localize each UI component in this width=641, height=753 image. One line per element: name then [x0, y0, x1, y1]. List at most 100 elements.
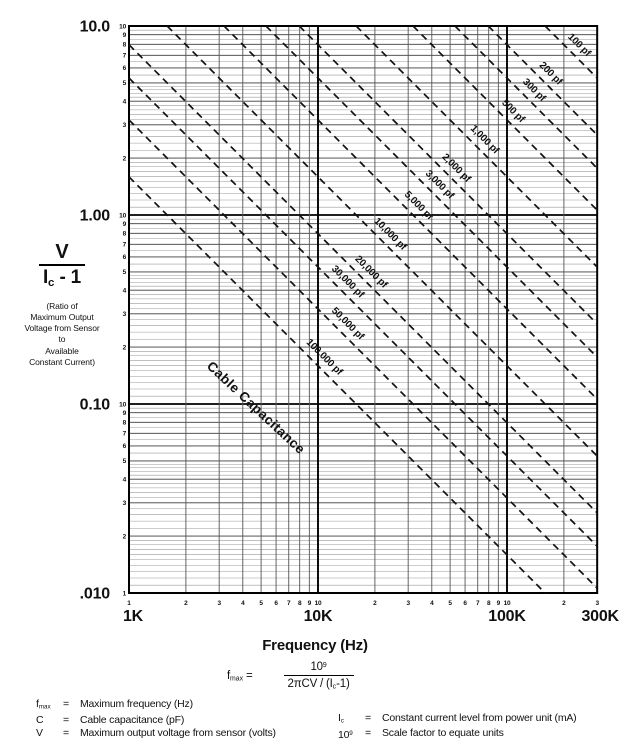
- y-minor-tick-label: 5: [123, 458, 127, 465]
- y-minor-tick-label: 6: [123, 65, 127, 72]
- formula-numerator: 109: [308, 661, 328, 675]
- y-axis-caption: (Ratio of Maximum Output Voltage from Se…: [16, 301, 108, 368]
- y-minor-tick-label: 2: [123, 533, 127, 540]
- legend-definition: Cable capacitance (pF): [80, 713, 185, 726]
- legend-term-base: I: [338, 711, 341, 724]
- legend-definition: Maximum frequency (Hz): [80, 698, 193, 710]
- x-minor-tick-label: 9: [308, 600, 312, 607]
- legend-term: C: [36, 714, 63, 727]
- y-axis-title-block: V Ic - 1 (Ratio of Maximum Output Voltag…: [16, 241, 108, 368]
- y-major-tick-label: 1.00: [80, 208, 111, 225]
- den-main: I: [42, 267, 49, 288]
- x-major-tick-label: 300K: [581, 608, 619, 625]
- capacitance-line-label: 3,000 pf: [423, 168, 457, 202]
- legend-equals: =: [63, 698, 69, 710]
- x-minor-tick-label: 6: [463, 600, 467, 607]
- x-minor-tick-label: 7: [287, 600, 291, 607]
- y-minor-tick-label: 4: [123, 99, 127, 106]
- y-minor-tick-label: 9: [123, 221, 127, 228]
- x-minor-tick-label: 9: [497, 600, 501, 607]
- x-minor-tick-label: 5: [259, 600, 263, 607]
- den-pre: 2πCV / (I: [287, 678, 333, 690]
- den-sub: c: [48, 276, 55, 289]
- fraction-bar: [39, 264, 85, 266]
- capacitance-line-label: 1,000 pf: [468, 123, 502, 157]
- x-minor-tick-label: 10: [504, 600, 511, 607]
- capacitance-line-label: 200 pf: [537, 60, 565, 88]
- capacitance-line-label: 50,000 pf: [329, 305, 366, 342]
- caption-line: Voltage from Sensor: [24, 323, 100, 334]
- formula-f-sub: max: [230, 675, 244, 683]
- capacitance-line-label: 500 pf: [499, 98, 527, 126]
- legend-term-base: f: [36, 698, 39, 710]
- num-exp: 9: [322, 661, 327, 669]
- legend-term-sub: c: [340, 717, 344, 725]
- x-major-tick-label: 10K: [304, 608, 333, 625]
- legend-term-base: 10: [338, 729, 350, 742]
- ratio-numerator: V: [55, 241, 69, 263]
- x-minor-tick-label: 2: [562, 600, 566, 607]
- legend-term-sup: 9: [349, 730, 353, 738]
- y-major-tick-label: .010: [80, 586, 111, 603]
- capacitance-line: [265, 25, 598, 358]
- num-base: 10: [310, 661, 323, 673]
- y-minor-tick-label: 8: [123, 231, 127, 238]
- legend-term: fmax: [36, 698, 63, 714]
- legend-definition: Scale factor to equate units: [382, 727, 504, 740]
- x-minor-tick-label: 5: [448, 600, 452, 607]
- capacitance-line: [128, 77, 598, 547]
- x-minor-tick-label: 10: [315, 600, 322, 607]
- capacitance-line: [128, 119, 598, 589]
- legend-equals: =: [63, 727, 69, 740]
- caption-line: (Ratio of: [46, 300, 78, 311]
- y-minor-tick-label: 6: [123, 443, 127, 450]
- y-minor-tick-label: 7: [123, 53, 127, 60]
- y-minor-tick-label: 7: [123, 242, 127, 249]
- y-minor-tick-label: 5: [123, 80, 127, 87]
- x-minor-tick-label: 6: [274, 600, 278, 607]
- y-minor-tick-label: 8: [123, 42, 127, 49]
- y-minor-tick-label: 4: [123, 288, 127, 295]
- x-minor-tick-label: 2: [373, 600, 377, 607]
- y-minor-tick-label: 10: [119, 401, 126, 408]
- y-minor-tick-label: 6: [123, 254, 127, 261]
- caption-line: to: [58, 334, 66, 345]
- x-minor-tick-label: 3: [595, 600, 599, 607]
- legend-equals: =: [365, 711, 371, 724]
- x-minor-tick-label: 8: [487, 600, 491, 607]
- legend-left-column: fmax = Maximum frequency (Hz) C = Cable capac…: [36, 698, 276, 741]
- x-minor-tick-label: 8: [298, 600, 302, 607]
- den-rest: - 1: [54, 267, 82, 288]
- formula-f: f: [227, 670, 230, 682]
- capacitance-line: [355, 25, 598, 268]
- den-post: -1): [336, 678, 350, 690]
- capacitance-line: [128, 44, 598, 514]
- legend-term: 109: [338, 727, 365, 742]
- legend-row: 109 = Scale factor to equate units: [338, 727, 576, 742]
- y-minor-tick-label: 8: [123, 420, 127, 427]
- formula-fraction: 109 2πCV / (Ic-1): [283, 661, 354, 691]
- y-minor-tick-label: 4: [123, 477, 127, 484]
- capacitance-line: [223, 25, 598, 400]
- capacitance-line: [487, 25, 598, 136]
- x-major-tick-label: 100K: [488, 608, 526, 625]
- y-minor-tick-label: 10: [119, 23, 126, 30]
- legend-equals: =: [63, 713, 69, 726]
- legend-right-column: Ic = Constant current level from power uni…: [338, 711, 577, 743]
- y-minor-tick-label: 9: [123, 410, 127, 417]
- capacitance-line-label: 5,000 pf: [402, 189, 436, 223]
- capacitance-line-label: 10,000 pf: [372, 216, 409, 253]
- x-major-tick-label: 1K: [123, 608, 144, 625]
- legend-term-base: C: [36, 713, 44, 726]
- formula-denominator: 2πCV / (Ic-1): [283, 675, 354, 691]
- formula-lhs: fmax =: [227, 670, 253, 683]
- capacitance-line: [128, 176, 546, 594]
- capacitance-line: [544, 25, 598, 79]
- capacitance-line-label: 2,000 pf: [439, 152, 473, 186]
- caption-line: Constant Current): [29, 356, 95, 367]
- caption-line: Available: [45, 345, 79, 356]
- y-minor-tick-label: 1: [123, 590, 127, 597]
- legend-term: Ic: [338, 712, 365, 728]
- ratio-fraction: V Ic - 1: [39, 241, 85, 294]
- y-minor-tick-label: 3: [123, 311, 127, 318]
